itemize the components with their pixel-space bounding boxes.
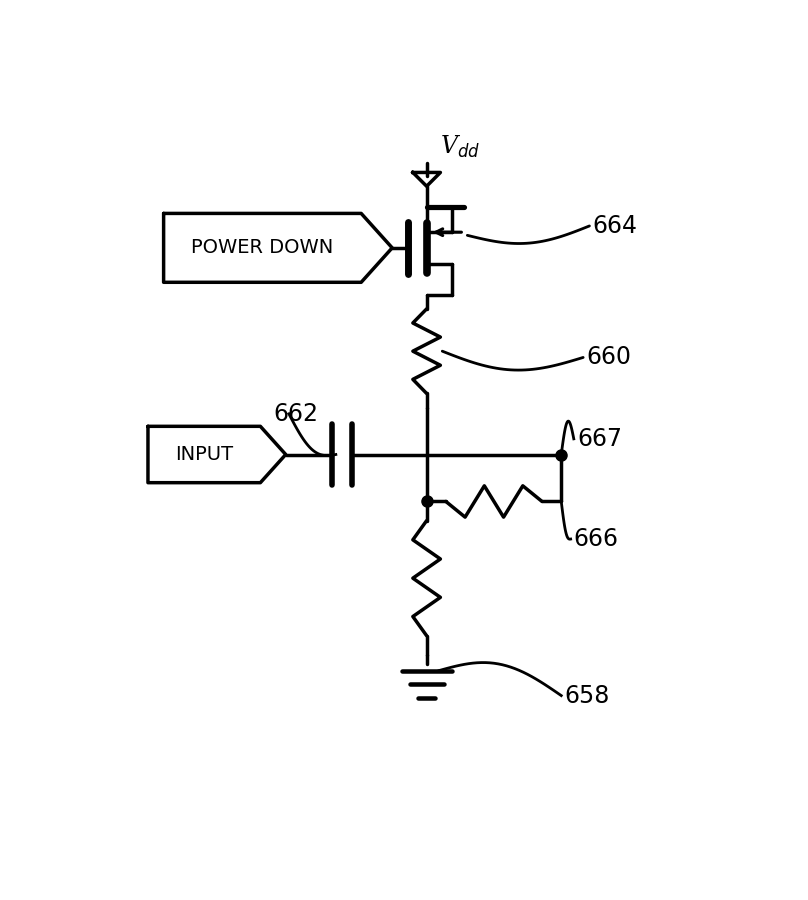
Text: 666: 666 (574, 527, 619, 551)
Text: 658: 658 (564, 684, 610, 707)
Text: 664: 664 (592, 214, 638, 238)
Text: POWER DOWN: POWER DOWN (191, 238, 334, 257)
Text: INPUT: INPUT (175, 445, 234, 464)
Text: 660: 660 (587, 346, 631, 369)
Text: 662: 662 (273, 401, 318, 426)
Text: 667: 667 (577, 427, 622, 451)
Text: V$_{dd}$: V$_{dd}$ (440, 134, 481, 160)
